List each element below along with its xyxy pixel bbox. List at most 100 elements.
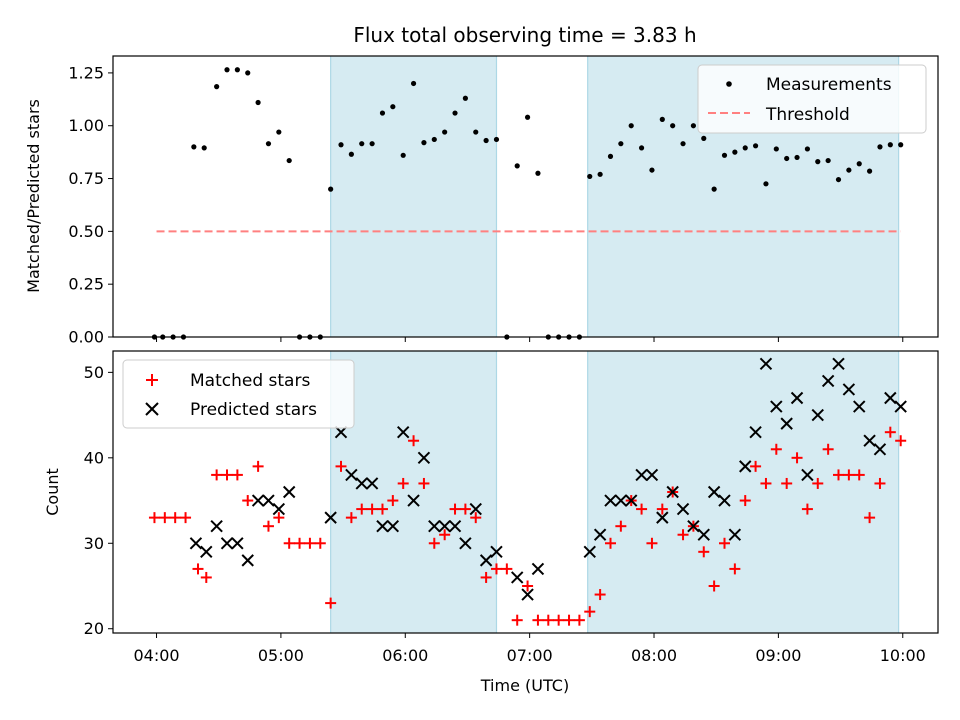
measurement-point xyxy=(773,146,779,152)
matched-star-point xyxy=(656,503,668,515)
measurement-point xyxy=(628,123,634,129)
predicted-star-stroke xyxy=(241,554,254,567)
matched-star-point xyxy=(211,469,223,481)
measurement-point xyxy=(732,149,738,155)
measurement-point xyxy=(887,142,893,148)
predicted-star-stroke xyxy=(593,528,607,541)
predicted-star-point xyxy=(189,537,203,550)
matched-star-point xyxy=(252,460,264,472)
predicted-star-point xyxy=(759,357,773,371)
top-panel: 0.00 0.25 0.50 0.75 1.00 1.25 Matched/Predict… xyxy=(24,55,939,347)
predicted-star-stroke xyxy=(739,460,752,473)
predicted-star-stroke xyxy=(780,417,793,430)
predicted-star-stroke xyxy=(697,528,710,541)
measurement-point xyxy=(452,110,458,116)
matched-star-point xyxy=(573,614,585,626)
predicted-star-stroke xyxy=(873,443,887,456)
measurement-point xyxy=(670,123,676,129)
predicted-star-stroke xyxy=(428,519,441,533)
predicted-star-stroke xyxy=(583,545,596,559)
measurement-point xyxy=(794,154,800,161)
predicted-star-point xyxy=(770,400,783,413)
measurement-point xyxy=(390,104,396,110)
measurement-point xyxy=(701,135,707,141)
matched-star-point xyxy=(294,537,306,549)
measurement-point xyxy=(742,145,748,151)
matched-star-point xyxy=(490,563,502,575)
matched-star-point xyxy=(283,537,295,549)
matched-star-point xyxy=(553,614,565,626)
predicted-star-stroke xyxy=(324,511,337,524)
predicted-star-point xyxy=(365,477,379,490)
top-y-axis-label: Matched/Predicted stars xyxy=(24,99,43,293)
matched-star-point xyxy=(408,435,420,447)
measurement-point xyxy=(587,173,593,180)
matched-star-point xyxy=(449,503,461,515)
matched-star-point xyxy=(843,469,855,481)
predicted-star-stroke xyxy=(417,451,431,465)
matched-star-point xyxy=(480,571,492,583)
predicted-star-point xyxy=(739,460,752,473)
measurement-point xyxy=(473,129,479,135)
matched-star-point xyxy=(750,460,762,472)
matched-star-point xyxy=(833,469,845,481)
predicted-star-point xyxy=(251,494,265,507)
matched-star-point xyxy=(221,469,233,481)
predicted-star-point xyxy=(282,485,296,499)
matched-star-point xyxy=(760,477,772,489)
predicted-star-stroke xyxy=(396,425,410,439)
matched-star-point xyxy=(801,503,813,515)
bottom-x-tick-label: 04:00 xyxy=(133,646,179,665)
predicted-star-points xyxy=(189,357,907,601)
predicted-star-stroke xyxy=(884,391,897,405)
measurement-point xyxy=(245,70,251,76)
predicted-star-point xyxy=(697,528,710,541)
predicted-star-point xyxy=(210,519,223,533)
predicted-star-point xyxy=(811,408,824,422)
measurement-point xyxy=(201,145,207,151)
predicted-star-point xyxy=(749,425,762,439)
predicted-star-point xyxy=(448,519,462,533)
bottom-legend-box xyxy=(122,359,355,429)
predicted-star-point xyxy=(873,443,887,456)
matched-star-point xyxy=(231,469,243,481)
measurement-point xyxy=(752,143,759,149)
predicted-star-point xyxy=(894,400,907,413)
shaded-interval xyxy=(330,56,497,337)
predicted-star-point xyxy=(438,519,451,533)
predicted-star-point xyxy=(345,468,358,482)
matched-star-point xyxy=(148,512,160,524)
predicted-star-point xyxy=(355,477,368,490)
predicted-star-stroke xyxy=(469,502,482,516)
top-y-ticks: 0.00 0.25 0.50 0.75 1.00 1.25 xyxy=(68,63,113,347)
matched-star-point xyxy=(242,495,254,507)
predicted-star-point xyxy=(832,357,845,371)
predicted-star-point xyxy=(490,545,503,559)
predicted-star-stroke xyxy=(759,357,773,371)
matched-star-point xyxy=(314,537,326,549)
predicted-star-point xyxy=(376,519,389,533)
measurement-point xyxy=(234,67,240,73)
predicted-star-point xyxy=(614,494,628,507)
measurement-point xyxy=(898,142,904,148)
predicted-star-point xyxy=(780,417,793,430)
predicted-star-point xyxy=(853,400,866,413)
measurement-point xyxy=(877,144,883,150)
bottom-y-tick-label: 30 xyxy=(84,534,104,553)
predicted-star-point xyxy=(531,562,545,576)
predicted-star-stroke xyxy=(386,519,400,533)
measurement-point xyxy=(255,99,261,106)
matched-star-point xyxy=(459,503,471,515)
predicted-star-point xyxy=(521,588,534,601)
measurement-point xyxy=(804,146,811,152)
predicted-star-stroke xyxy=(676,502,690,516)
matched-star-point xyxy=(470,512,482,524)
predicted-star-point xyxy=(479,554,493,567)
bottom-x-tick-label: 05:00 xyxy=(258,646,304,665)
matched-star-point xyxy=(522,580,534,592)
predicted-star-stroke xyxy=(521,588,534,601)
predicted-star-stroke xyxy=(770,400,783,413)
bottom-axes-frame xyxy=(112,350,939,634)
predicted-star-stroke xyxy=(220,537,234,550)
measurement-point xyxy=(711,186,717,192)
